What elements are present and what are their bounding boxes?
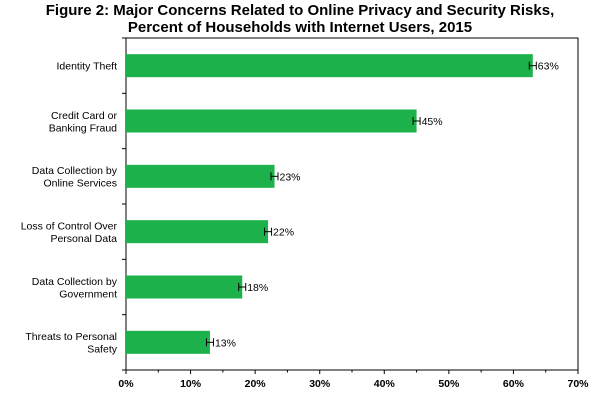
plot-frame — [125, 37, 579, 371]
x-axis-tick-label: 70% — [567, 378, 589, 390]
category-label: Government — [59, 288, 117, 300]
data-label: 22% — [273, 227, 294, 239]
chart-title-line-1: Figure 2: Major Concerns Related to Onli… — [45, 2, 555, 19]
category-label: Threats to Personal — [25, 331, 117, 343]
bar — [126, 220, 269, 244]
category-label: Online Services — [43, 178, 117, 190]
x-axis-tick-label: 60% — [503, 378, 525, 390]
bar — [126, 330, 210, 354]
data-label: 23% — [280, 171, 301, 183]
chart-title: Figure 2: Major Concerns Related to Onli… — [0, 2, 600, 36]
category-label: Data Collection by — [32, 165, 118, 177]
data-label: 18% — [247, 282, 268, 294]
bar — [126, 54, 533, 78]
category-label: Data Collection by — [32, 276, 118, 288]
data-label: 63% — [538, 61, 559, 73]
bar — [126, 164, 275, 188]
bar — [126, 275, 243, 299]
x-axis-tick-label: 20% — [245, 378, 267, 390]
x-axis-tick-label: 50% — [438, 378, 460, 390]
category-label: Banking Fraud — [49, 122, 117, 134]
data-label: 45% — [422, 116, 443, 128]
x-axis-tick-label: 0% — [118, 378, 134, 390]
data-label: 13% — [215, 337, 236, 349]
bar — [126, 109, 417, 133]
chart-title-line-2: Percent of Households with Internet User… — [127, 19, 473, 36]
x-axis-tick-label: 40% — [374, 378, 396, 390]
category-label: Loss of Control Over — [21, 220, 118, 232]
category-label: Credit Card or — [51, 110, 117, 122]
category-label: Identity Theft — [56, 61, 117, 73]
category-label: Safety — [87, 344, 118, 356]
category-label: Personal Data — [50, 233, 117, 245]
x-axis-tick-label: 10% — [180, 378, 202, 390]
x-axis-tick-label: 30% — [309, 378, 331, 390]
